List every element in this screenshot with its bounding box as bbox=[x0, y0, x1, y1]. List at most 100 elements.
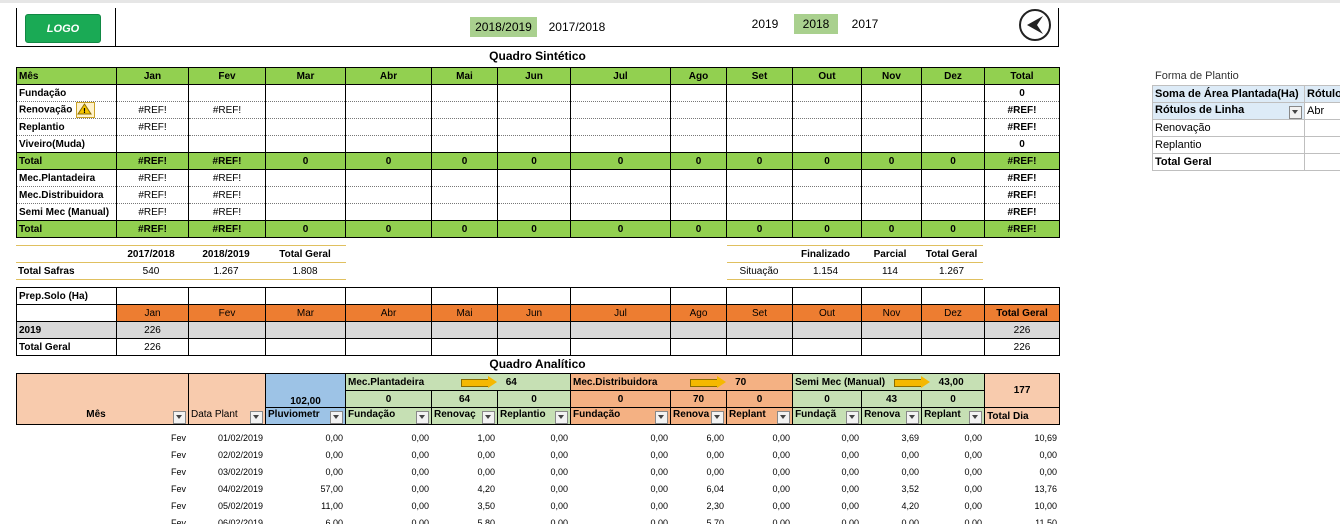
table-cell[interactable]: 02/02/2019 bbox=[217, 449, 263, 460]
table-cell[interactable]: 11,00 bbox=[321, 500, 343, 511]
dropdown-icon[interactable] bbox=[416, 410, 429, 424]
data-cell[interactable] bbox=[570, 118, 671, 136]
table-cell[interactable]: 0,00 bbox=[550, 483, 568, 494]
table-cell[interactable]: 0,00 bbox=[411, 483, 429, 494]
dropdown-icon[interactable] bbox=[655, 410, 669, 424]
total-cell[interactable]: 0 bbox=[726, 220, 793, 238]
table-cell[interactable]: 0,00 bbox=[325, 466, 343, 477]
total-cell[interactable]: 0 bbox=[265, 220, 346, 238]
data-cell[interactable] bbox=[921, 321, 985, 339]
data-cell[interactable] bbox=[921, 338, 985, 356]
col-sub-header[interactable]: Renova bbox=[670, 407, 728, 425]
month-header[interactable]: Jun bbox=[497, 304, 571, 322]
table-cell[interactable]: 0,00 bbox=[650, 517, 668, 524]
table-cell[interactable]: 0,00 bbox=[964, 449, 982, 460]
data-cell[interactable] bbox=[497, 101, 571, 119]
col-pluviometria[interactable]: Pluviometr bbox=[265, 407, 346, 425]
total-cell[interactable]: #REF! bbox=[984, 186, 1060, 204]
total-cell[interactable]: 0 bbox=[861, 220, 922, 238]
total-cell[interactable]: #REF! bbox=[116, 152, 189, 170]
data-cell[interactable] bbox=[497, 186, 571, 204]
data-cell[interactable]: #REF! bbox=[116, 118, 189, 136]
total-cell[interactable]: 226 bbox=[984, 338, 1060, 356]
month-header[interactable]: Nov bbox=[861, 304, 922, 322]
month-header[interactable]: Mar bbox=[265, 304, 346, 322]
total-cell[interactable]: #REF! bbox=[984, 203, 1060, 221]
month-header[interactable]: Abr bbox=[345, 304, 432, 322]
data-cell[interactable] bbox=[431, 338, 498, 356]
column-header[interactable]: Jun bbox=[497, 67, 571, 85]
data-cell[interactable] bbox=[570, 135, 671, 153]
table-cell[interactable]: 0,00 bbox=[411, 500, 429, 511]
col-sub-header[interactable]: Replantio bbox=[496, 407, 572, 425]
table-cell[interactable]: 0,00 bbox=[411, 466, 429, 477]
table-cell[interactable]: 0,00 bbox=[550, 466, 568, 477]
table-cell[interactable]: 0,00 bbox=[411, 432, 429, 443]
data-cell[interactable] bbox=[861, 101, 922, 119]
data-cell[interactable] bbox=[670, 84, 727, 102]
data-cell[interactable] bbox=[431, 169, 498, 187]
data-cell[interactable] bbox=[861, 169, 922, 187]
table-cell[interactable]: 03/02/2019 bbox=[217, 466, 263, 477]
data-cell[interactable]: #REF! bbox=[116, 169, 189, 187]
data-cell[interactable]: #REF! bbox=[188, 203, 266, 221]
pivot-row[interactable]: Renovação bbox=[1152, 119, 1305, 137]
dropdown-icon[interactable] bbox=[906, 410, 920, 424]
table-cell[interactable]: 0,00 bbox=[477, 466, 495, 477]
table-cell[interactable]: 0,00 bbox=[841, 483, 859, 494]
total-cell[interactable]: #REF! bbox=[188, 220, 266, 238]
row-label[interactable]: Fundação bbox=[16, 84, 117, 102]
dropdown-icon[interactable] bbox=[777, 410, 791, 424]
month-header[interactable]: Dez bbox=[921, 304, 985, 322]
table-cell[interactable]: 5,80 bbox=[477, 517, 495, 524]
data-cell[interactable] bbox=[345, 118, 432, 136]
table-cell[interactable]: 0,00 bbox=[1039, 449, 1057, 460]
data-cell[interactable] bbox=[861, 203, 922, 221]
data-cell[interactable] bbox=[726, 169, 793, 187]
table-cell[interactable]: 0,00 bbox=[706, 466, 724, 477]
table-cell[interactable]: 0,00 bbox=[772, 483, 790, 494]
row-label[interactable]: Semi Mec (Manual) bbox=[16, 203, 117, 221]
data-cell[interactable] bbox=[792, 186, 862, 204]
data-cell[interactable]: 226 bbox=[116, 321, 189, 339]
data-cell[interactable] bbox=[497, 135, 571, 153]
table-cell[interactable]: 57,00 bbox=[320, 483, 343, 494]
table-cell[interactable]: 0,00 bbox=[841, 449, 859, 460]
total-cell[interactable]: 0 bbox=[984, 84, 1060, 102]
total-cell[interactable]: 0 bbox=[431, 152, 498, 170]
data-cell[interactable] bbox=[792, 321, 862, 339]
data-cell[interactable] bbox=[265, 101, 346, 119]
table-cell[interactable]: 0,00 bbox=[964, 483, 982, 494]
table-cell[interactable]: 3,50 bbox=[477, 500, 495, 511]
pivot-row-labels[interactable]: Rótulos de Linha bbox=[1152, 102, 1305, 120]
data-cell[interactable]: #REF! bbox=[188, 169, 266, 187]
total-cell[interactable]: 0 bbox=[345, 220, 432, 238]
data-cell[interactable] bbox=[670, 186, 727, 204]
data-cell[interactable] bbox=[188, 84, 266, 102]
data-cell[interactable] bbox=[670, 169, 727, 187]
data-cell[interactable] bbox=[792, 203, 862, 221]
table-cell[interactable]: 0,00 bbox=[841, 517, 859, 524]
total-cell[interactable]: 0 bbox=[570, 152, 671, 170]
data-cell[interactable] bbox=[726, 135, 793, 153]
data-cell[interactable] bbox=[265, 203, 346, 221]
data-cell[interactable] bbox=[921, 135, 985, 153]
total-cell[interactable]: #REF! bbox=[984, 101, 1060, 119]
table-cell[interactable]: 0,00 bbox=[772, 500, 790, 511]
data-cell[interactable] bbox=[345, 203, 432, 221]
data-cell[interactable] bbox=[116, 84, 189, 102]
row-label[interactable]: Viveiro(Muda) bbox=[16, 135, 117, 153]
data-cell[interactable] bbox=[570, 169, 671, 187]
column-header[interactable]: Fev bbox=[188, 67, 266, 85]
col-sub-header[interactable]: Renovaç bbox=[431, 407, 498, 425]
col-sub-header[interactable]: Replant bbox=[921, 407, 986, 425]
grand-total-cell[interactable]: #REF! bbox=[984, 152, 1060, 170]
table-cell[interactable]: 0,00 bbox=[550, 449, 568, 460]
total-cell[interactable]: 0 bbox=[792, 152, 862, 170]
safra-option-2018-2019[interactable]: 2018/2019 bbox=[470, 17, 537, 37]
table-cell[interactable]: 0,00 bbox=[841, 466, 859, 477]
table-cell[interactable]: Fev bbox=[170, 466, 186, 477]
dropdown-icon[interactable] bbox=[969, 410, 983, 424]
row-label[interactable]: 2019 bbox=[16, 321, 117, 339]
table-cell[interactable]: 0,00 bbox=[964, 517, 982, 524]
